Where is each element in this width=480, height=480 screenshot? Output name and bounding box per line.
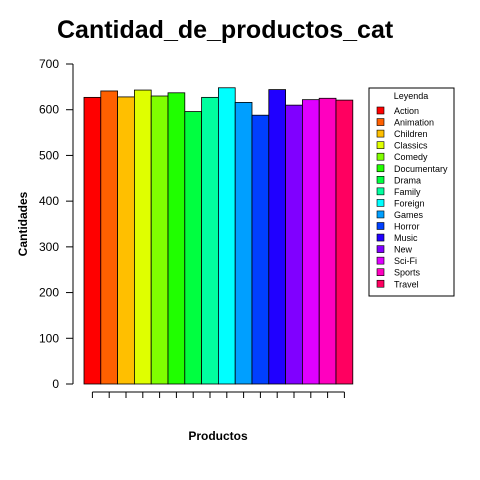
- y-tick-label: 300: [39, 240, 59, 254]
- legend-label-new: New: [394, 245, 413, 255]
- y-tick-label: 400: [39, 194, 59, 208]
- legend-label-drama: Drama: [394, 175, 421, 185]
- legend-swatch-children: [376, 129, 385, 138]
- bar-action: [83, 96, 102, 385]
- bar-new: [285, 104, 303, 385]
- y-tick-label: 600: [39, 103, 59, 117]
- bar-sports: [318, 97, 337, 385]
- legend-label-horror: Horror: [394, 222, 420, 232]
- bar-documentary: [167, 92, 186, 385]
- bar-family: [201, 96, 219, 385]
- legend-swatch-animation: [376, 118, 385, 126]
- legend-swatch-documentary: [376, 164, 385, 173]
- bar-foreign: [217, 87, 236, 385]
- legend-label-travel: Travel: [394, 279, 419, 289]
- legend-swatch-action: [376, 106, 385, 115]
- legend-label-sci-fi: Sci-Fi: [394, 256, 417, 266]
- legend-swatch-music: [376, 233, 385, 242]
- bar-comedy: [150, 95, 169, 385]
- legend-label-foreign: Foreign: [394, 198, 425, 208]
- y-tick-label: 500: [39, 148, 59, 162]
- bar-animation: [100, 90, 119, 385]
- bars: [83, 87, 354, 385]
- x-axis-label: Productos: [188, 429, 248, 443]
- legend-swatch-classics: [376, 141, 385, 149]
- bar-travel: [335, 99, 354, 385]
- legend-swatch-games: [376, 210, 385, 219]
- y-tick-label: 100: [39, 331, 59, 345]
- legend-label-animation: Animation: [394, 118, 434, 128]
- y-axis: 0 100 200 300 400 500 600 700: [39, 57, 74, 391]
- bar-drama: [184, 111, 203, 385]
- legend-label-children: Children: [394, 129, 428, 139]
- bar-games: [234, 102, 253, 385]
- legend-swatch-travel: [376, 279, 385, 288]
- legend-swatch-sports: [376, 268, 385, 277]
- legend-label-classics: Classics: [394, 141, 428, 151]
- legend-label-music: Music: [394, 233, 418, 243]
- bar-classics: [133, 89, 152, 385]
- legend-swatch-comedy: [376, 152, 385, 161]
- legend-swatch-sci-fi: [376, 256, 385, 265]
- legend-label-family: Family: [394, 187, 421, 197]
- legend-label-comedy: Comedy: [394, 152, 428, 162]
- y-tick-label: 700: [39, 57, 59, 71]
- bar-children: [117, 96, 135, 385]
- legend-label-documentary: Documentary: [394, 164, 448, 174]
- legend-swatch-family: [376, 187, 385, 196]
- legend-swatch-horror: [376, 222, 385, 230]
- bar-horror: [251, 114, 270, 385]
- legend-label-games: Games: [394, 210, 424, 220]
- chart-title: Cantidad_de_productos_cat: [57, 16, 394, 44]
- legend-swatch-drama: [376, 176, 385, 184]
- y-tick-label: 200: [39, 286, 59, 300]
- legend-swatch-foreign: [376, 199, 385, 207]
- y-tick-label: 0: [52, 377, 59, 391]
- legend-label-sports: Sports: [394, 268, 421, 278]
- legend-label-action: Action: [394, 106, 419, 116]
- legend-title: Leyenda: [394, 91, 429, 101]
- legend-swatch-new: [376, 245, 385, 253]
- bar-sci-fi: [301, 99, 320, 385]
- bar-music: [268, 89, 286, 385]
- x-axis: [91, 391, 345, 398]
- y-axis-label: Cantidades: [16, 191, 30, 256]
